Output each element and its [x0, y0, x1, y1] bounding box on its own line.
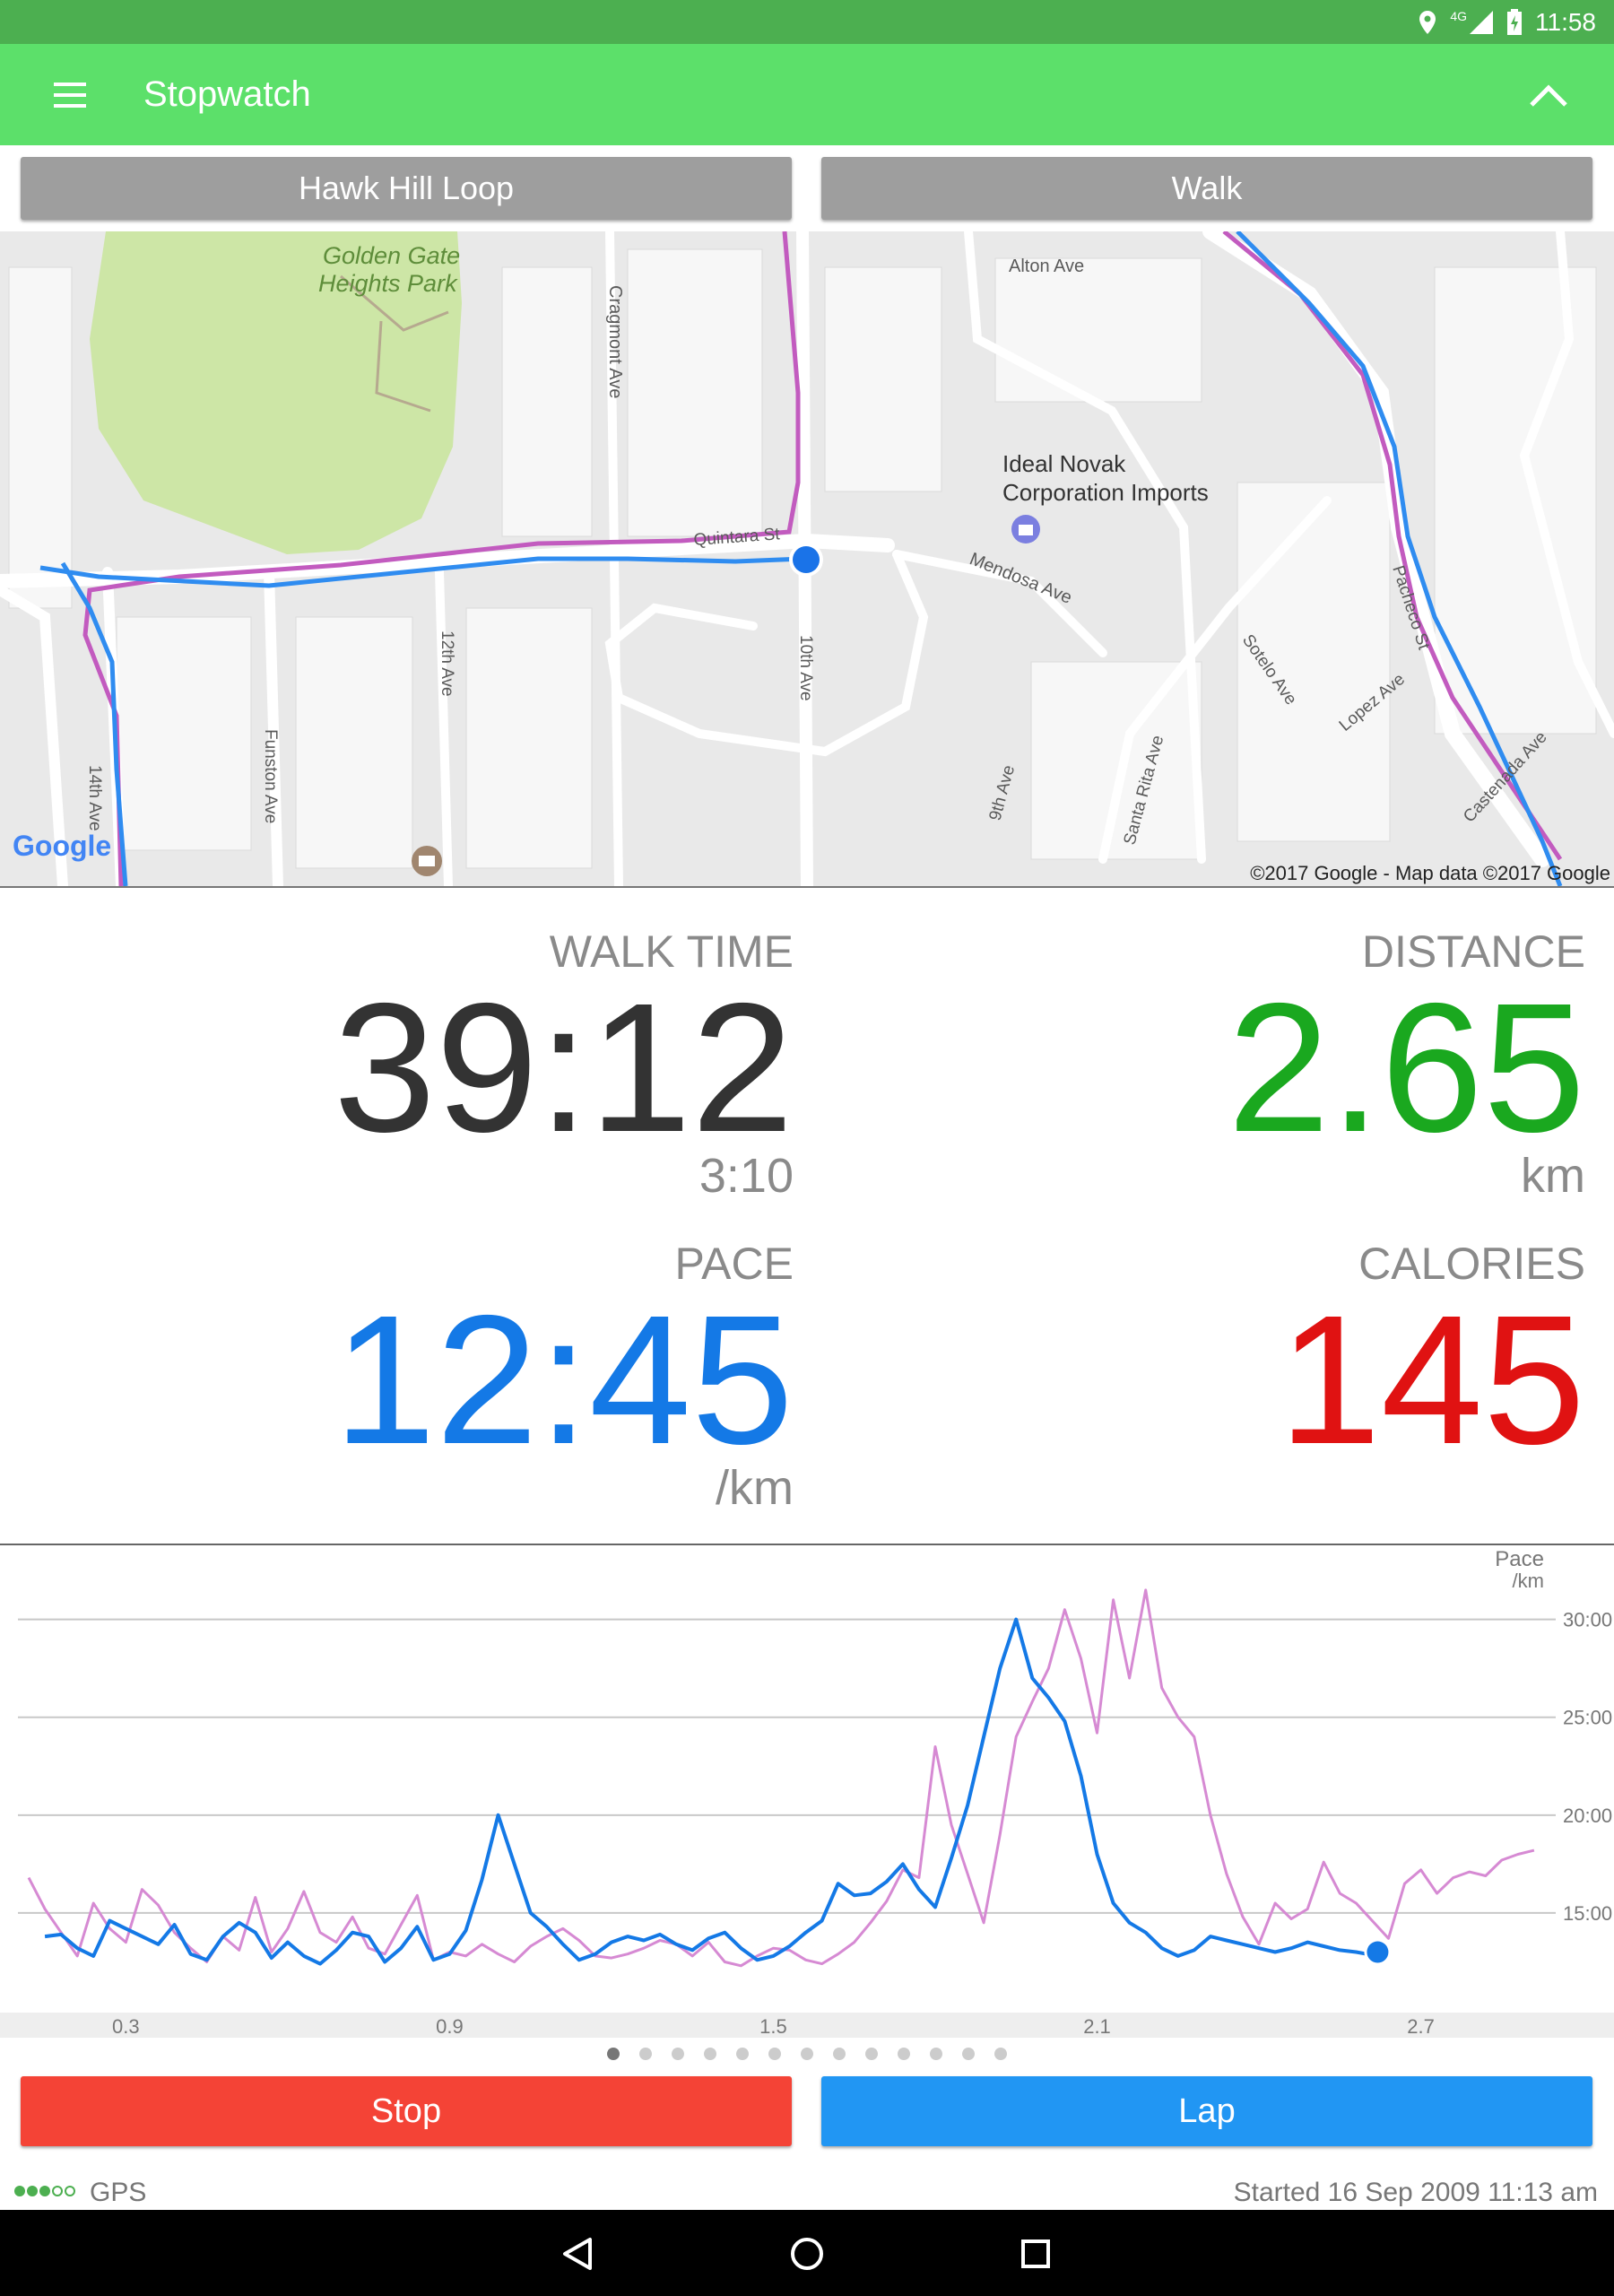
network-type: 4G: [1450, 9, 1467, 23]
gps-signal-icon: [14, 2186, 75, 2196]
started-time: Started 16 Sep 2009 11:13 am: [1233, 2178, 1598, 2207]
page-dot[interactable]: [994, 2048, 1007, 2060]
signal-icon: [1470, 11, 1493, 34]
x-tick-label: 0.3: [112, 2015, 140, 2038]
location-icon: [1419, 11, 1436, 34]
page-dot[interactable]: [962, 2048, 975, 2060]
pace-unit: /km: [716, 1461, 794, 1515]
home-icon[interactable]: [789, 2236, 825, 2272]
navigation-bar: [0, 2210, 1614, 2296]
map-label-poi-2: Corporation Imports: [1002, 479, 1209, 506]
page-dot[interactable]: [607, 2048, 620, 2060]
back-icon[interactable]: [561, 2237, 594, 2271]
map-label-fourteenth: 14th Ave: [85, 765, 104, 831]
page-dot[interactable]: [672, 2048, 684, 2060]
distance-label: DISTANCE: [1361, 926, 1585, 977]
battery-icon: [1507, 9, 1522, 35]
app-title: Stopwatch: [143, 74, 311, 114]
stop-button[interactable]: Stop: [21, 2076, 792, 2146]
map-label-park-line1: Golden Gate: [323, 242, 460, 269]
map-label-park-1: Golden Gate Heights Park: [318, 242, 460, 297]
page-dot[interactable]: [768, 2048, 781, 2060]
map-label-park-line2: Heights Park: [318, 270, 458, 297]
y-axis-unit: /km: [1513, 1570, 1544, 1592]
pace-value: 12:45: [333, 1277, 794, 1483]
page-dot[interactable]: [639, 2048, 652, 2060]
distance-value: 2.65: [1228, 965, 1585, 1170]
lap-button-label: Lap: [1178, 2092, 1236, 2130]
activity-selector-label: Walk: [1171, 170, 1243, 206]
map-canvas[interactable]: Golden Gate Heights Park Alton Ave Cragmo…: [0, 231, 1614, 886]
route-line-blue-right: [1236, 231, 1563, 886]
pace-chart[interactable]: 30:00 25:00 20:00 15:00 Pace/km 0.3 0.9 1.5 2.1 2…: [0, 1544, 1614, 2038]
x-tick-label: 2.7: [1407, 2015, 1435, 2038]
map-label-poi-1: Ideal Novak: [1002, 450, 1126, 477]
map-label-funston: Funston Ave: [261, 729, 280, 823]
page-dot[interactable]: [865, 2048, 878, 2060]
route-line-pink-right: [1222, 231, 1563, 861]
recents-icon[interactable]: [1020, 2239, 1051, 2269]
distance-unit: km: [1521, 1149, 1585, 1203]
gps-label: GPS: [90, 2178, 147, 2207]
y-axis-title: Pace: [1495, 1547, 1544, 1571]
activity-selector[interactable]: Walk: [821, 157, 1592, 220]
x-tick-label: 1.5: [759, 2015, 787, 2038]
map-label-alton: Alton Ave: [1009, 257, 1084, 276]
app-bar: Stopwatch: [0, 44, 1614, 145]
stats-panel: WALK TIME 39:12 3:10 DISTANCE 2.65 km PA…: [0, 888, 1614, 1543]
y-tick-label: 25:00: [1563, 1707, 1612, 1729]
status-bar: 4G 11:58: [0, 0, 1614, 44]
lap-button[interactable]: Lap: [821, 2076, 1592, 2146]
page-dot[interactable]: [833, 2048, 846, 2060]
page-indicator: [0, 2045, 1614, 2063]
y-tick-label: 20:00: [1563, 1805, 1612, 1827]
calories-label: CALORIES: [1358, 1239, 1585, 1289]
page-dot[interactable]: [736, 2048, 749, 2060]
series-line-current: [44, 1617, 1384, 1966]
map-blocks: [8, 248, 1597, 869]
route-selector[interactable]: Hawk Hill Loop: [21, 157, 792, 220]
map-label-twelfth: 12th Ave: [438, 631, 456, 697]
y-tick-label: 15:00: [1563, 1902, 1612, 1925]
lap-time-value: 3:10: [699, 1149, 794, 1203]
chart-current-marker: [1367, 1941, 1389, 1963]
chevron-up-icon[interactable]: [1526, 76, 1571, 112]
route-map[interactable]: Golden Gate Heights Park Alton Ave Cragmo…: [0, 231, 1614, 886]
x-tick-label: 0.9: [436, 2015, 464, 2038]
pace-chart-svg: 30:00 25:00 20:00 15:00 Pace/km 0.3 0.9 1.5 2.1 2…: [0, 1547, 1614, 2038]
x-axis-band: [0, 2013, 1614, 2038]
page-dot[interactable]: [930, 2048, 942, 2060]
series-line-previous: [27, 1588, 1535, 1968]
page-dots: [607, 2048, 1007, 2060]
park-area: [90, 231, 462, 554]
walk-time-label: WALK TIME: [549, 926, 794, 977]
google-logo: Google: [13, 830, 111, 862]
status-time: 11:58: [1535, 8, 1596, 36]
x-tick-label: 2.1: [1083, 2015, 1111, 2038]
chart-divider: [0, 1544, 1614, 1545]
stop-button-label: Stop: [370, 2092, 442, 2130]
page-dot[interactable]: [898, 2048, 910, 2060]
calories-value: 145: [1278, 1277, 1585, 1483]
walk-time-value: 39:12: [333, 965, 794, 1170]
route-selector-label: Hawk Hill Loop: [298, 170, 515, 206]
pace-label: PACE: [674, 1239, 794, 1289]
menu-icon[interactable]: [50, 80, 90, 110]
map-divider: [0, 886, 1614, 888]
map-attribution: ©2017 Google - Map data ©2017 Google: [1250, 862, 1610, 884]
footer: GPS Started 16 Sep 2009 11:13 am: [0, 2170, 1614, 2215]
map-label-cragmont: Cragmont Ave: [605, 285, 625, 398]
route-line-blue-left: [60, 561, 128, 886]
map-label-tenth: 10th Ave: [796, 635, 815, 701]
route-line-pink: [82, 231, 801, 886]
route-line-blue: [39, 556, 803, 588]
page-dot[interactable]: [704, 2048, 716, 2060]
page-dot[interactable]: [801, 2048, 813, 2060]
y-tick-label: 30:00: [1563, 1609, 1612, 1631]
